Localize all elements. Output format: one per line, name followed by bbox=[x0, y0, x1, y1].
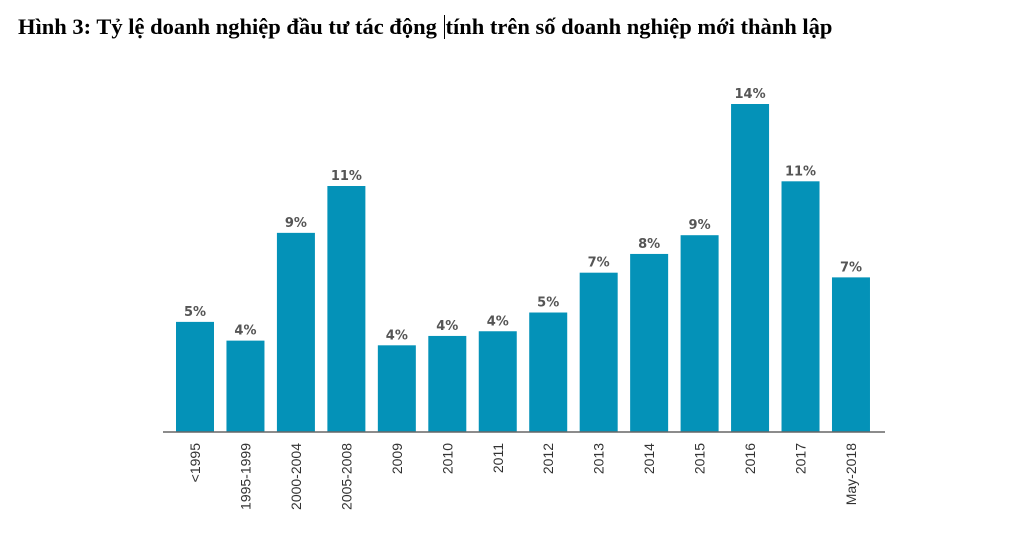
data-label: 9% bbox=[689, 218, 711, 233]
x-tick-label: 2014 bbox=[641, 443, 657, 474]
bar bbox=[478, 331, 517, 432]
bar bbox=[680, 235, 719, 432]
x-tick-label: 2011 bbox=[490, 443, 506, 473]
bar bbox=[276, 232, 315, 432]
x-tick-label: May-2018 bbox=[843, 443, 859, 505]
data-label: 11% bbox=[331, 169, 362, 184]
data-label: 5% bbox=[537, 296, 559, 311]
text-cursor bbox=[444, 15, 446, 39]
x-tick-label: 2017 bbox=[793, 443, 809, 474]
bar bbox=[579, 272, 618, 432]
chart-title: Hình 3: Tỷ lệ doanh nghiệp đầu tư tác độ… bbox=[18, 14, 832, 40]
x-tick-label: 2012 bbox=[540, 443, 556, 474]
x-tick-label: 2013 bbox=[591, 443, 607, 474]
data-label: 7% bbox=[588, 256, 610, 271]
bar bbox=[529, 312, 568, 432]
data-label: 8% bbox=[638, 237, 660, 252]
chart-title-part1: Hình 3: Tỷ lệ doanh nghiệp đầu tư tác độ… bbox=[18, 14, 443, 39]
data-label: 4% bbox=[386, 328, 408, 343]
bar bbox=[327, 186, 366, 432]
x-tick-label: 2015 bbox=[692, 443, 708, 474]
bar bbox=[630, 253, 669, 432]
bar bbox=[781, 181, 820, 432]
x-tick-label: 2016 bbox=[742, 443, 758, 474]
data-label: 11% bbox=[785, 164, 816, 179]
bar bbox=[428, 335, 467, 432]
data-label: 7% bbox=[840, 260, 862, 275]
bar bbox=[226, 340, 265, 432]
data-label: 5% bbox=[184, 305, 206, 320]
bar bbox=[377, 345, 416, 432]
data-label: 14% bbox=[734, 87, 765, 102]
x-tick-label: 2009 bbox=[389, 443, 405, 474]
bar bbox=[831, 277, 870, 432]
x-tick-label: 2010 bbox=[439, 443, 455, 474]
data-label: 4% bbox=[436, 319, 458, 334]
x-tick-label: 2000-2004 bbox=[288, 443, 304, 510]
bar bbox=[176, 321, 214, 432]
bars-group bbox=[176, 104, 870, 432]
data-label: 4% bbox=[234, 324, 256, 339]
bar bbox=[731, 104, 770, 432]
labels-group: 5% <1995 4% 1995-1999 9% 2000-2004 11% 2005-200… bbox=[184, 87, 862, 510]
x-tick-label: <1995 bbox=[187, 443, 203, 483]
data-label: 9% bbox=[285, 216, 307, 231]
x-tick-label: 1995-1999 bbox=[237, 443, 253, 510]
chart-title-part2: tính trên số doanh nghiệp mới thành lập bbox=[445, 14, 833, 39]
data-label: 4% bbox=[487, 314, 509, 329]
x-tick-label: 2005-2008 bbox=[338, 443, 354, 510]
